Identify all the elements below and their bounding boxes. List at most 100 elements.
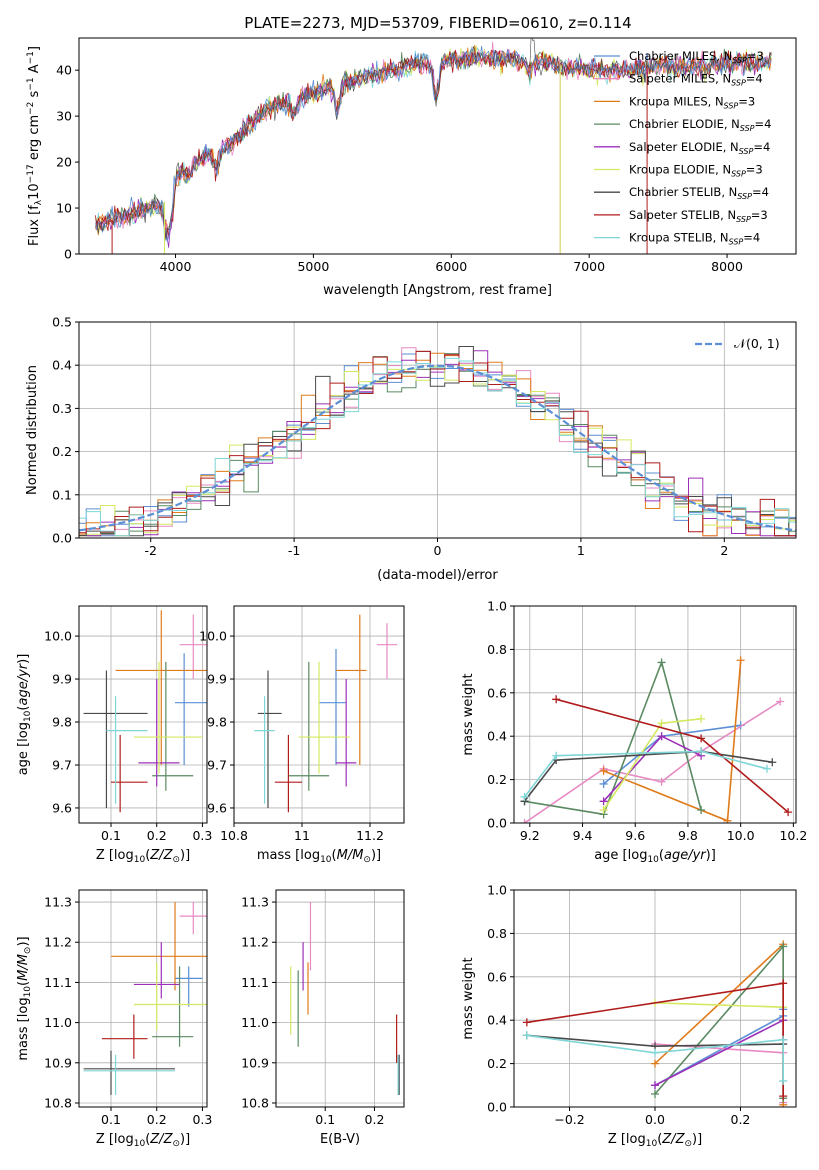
x-tick-label: 6000 [435,259,467,274]
label-part: erg cm [27,115,42,164]
label-part: Chabrier ELODIE, N [629,117,740,131]
label-part: ] [27,46,42,51]
y-tick-label: 9.7 [52,757,72,772]
label-part: Z/Z [661,1132,685,1147]
legend-label-salpeter_stelib: Salpeter STELIB, NSSP=3 [629,208,768,224]
axes-frame [78,37,797,255]
label-part: M/M [16,954,31,981]
weight-marker-chabrier_elodie [697,805,706,814]
label-part: )] [16,654,31,664]
y-axis-label: mass weight [461,957,476,1039]
x-tick-label: 0.2 [365,1112,385,1127]
label-part: mass [log [16,997,31,1060]
x-tick-label: 0.2 [731,1112,751,1127]
weight-marker-chabrier_elodie [657,658,666,667]
weight-marker-kroupa_stelib [697,747,706,756]
y-tick-label: 0.4 [52,358,72,373]
weight-line-chabrier_stelib [523,750,773,802]
weight-marker-kroupa_stelib [779,1035,788,1044]
label-part: 10 [646,1139,658,1149]
plot-area-weight_vs_age [520,656,793,823]
y-tick-label: 11.1 [241,975,269,990]
y-tick-label: 11.3 [241,895,269,910]
label-part: =3 [746,163,763,177]
label-part: 10 [647,855,659,865]
x-axis-label: E(B-V) [320,1132,360,1147]
label-part: =3 [738,94,755,108]
y-tick-label: 0 [64,247,72,262]
x-tick-label: 9.4 [573,828,593,843]
panel-residuals: -2 -1 0 1 2 0.0 0.1 0.2 0.3 0.4 0.5 (data-model)/er… [25,315,797,583]
x-tick-label: 0 [434,543,442,558]
plot-area-weight_vs_Z [522,940,788,1107]
label-part: Z/Z [149,1132,173,1147]
x-axis-label: wavelength [Angstrom, rest frame] [323,283,552,298]
y-tick-label: 0.0 [487,816,507,831]
label-part: Kroupa MILES, N [629,94,724,108]
y-tick-label: 10.0 [199,629,227,644]
label-part: =4 [746,72,763,86]
weight-marker-salpeter_miles [520,819,529,823]
label-part: ( [145,848,150,863]
weight-marker-kroupa_elodie [599,805,608,814]
weight-marker-kroupa_stelib [520,792,529,801]
y-tick-label: 1.0 [487,883,507,898]
label-part: SSP [736,215,751,224]
label-part: SSP [731,170,746,179]
legend-label-chabrier_miles: Chabrier MILES, NSSP=3 [629,49,764,65]
y-tick-label: 10.9 [241,1055,269,1070]
plot-area-mass_vs_Z [83,902,207,1095]
legend-label-kroupa_elodie: Kroupa ELODIE, NSSP=3 [629,163,763,179]
label-part: SSP [729,238,744,247]
y-tick-label: 0.2 [487,1056,507,1071]
x-tick-label: 5000 [297,259,329,274]
y-tick-label: 0.2 [487,772,507,787]
weight-marker-kroupa_miles [736,656,745,665]
label-part: ( [145,1132,150,1147]
plot-area-age_vs_mass [254,614,398,813]
weight-marker-kroupa_miles [651,1059,659,1068]
y-tick-label: 0.3 [52,401,72,416]
panel-age_vs_Z: 0.1 0.2 0.39.69.79.89.910.0Z [log10(Z/Z⊙)]… [16,605,212,865]
y-tick-label: 1.0 [487,599,507,614]
label-part: SSP [732,56,747,65]
spectrum-line-chabrier_stelib [95,38,772,241]
x-tick-label: -1 [288,543,300,558]
y-tick-label: 0.5 [52,315,72,330]
label-part: M/M [337,848,364,863]
x-axis-label: (data-model)/error [377,568,498,583]
y-tick-label: 0.0 [52,531,72,546]
weight-line-salpeter_elodie [654,1018,784,1087]
weight-marker-kroupa_elodie [697,714,706,723]
label-part: Flux [f [27,205,42,246]
y-tick-label: 11.3 [44,895,72,910]
panel-mass_vs_ebv: 0.1 0.2 10.8 10.9 11.0 11.1 11.2 11.3 E(B-V) [241,889,405,1147]
axes-frame [78,889,208,1108]
label-part: SSP [737,192,752,201]
label-part: =4 [743,231,760,245]
y-tick-label: 9.7 [207,757,227,772]
panel-mass_vs_Z: 0.1 0.2 0.310.810.911.011.111.211.3Z [log1… [16,889,212,1149]
weight-marker-salpeter_elodie [657,732,666,741]
label-part: ( [16,981,31,986]
legend-label-kroupa_miles: Kroupa MILES, NSSP=3 [629,94,755,110]
label-part: (data-model)/error [377,568,498,583]
weight-marker-kroupa_stelib [763,764,772,773]
panel-weight_vs_Z: −0.2 0.0 0.2 0.0 0.2 0.4 0.6 0.8 1.0 Z [log10(Z/Z… [461,883,797,1149]
label-part: ( [332,848,337,863]
label-part: age/yr [16,662,31,705]
y-tick-label: 0.0 [487,1100,507,1115]
y-tick-label: 11.0 [241,1015,269,1030]
label-part: 10 [23,710,33,722]
y-tick-label: 0.8 [487,642,507,657]
weight-marker-salpeter_miles [776,697,785,706]
weight-marker-salpeter_stelib [522,1018,531,1027]
axes-frame [513,605,797,824]
axes-frame [513,889,797,1108]
label-part: Normed distribution [25,365,40,495]
label-part: ⊙ [363,855,371,865]
label-part: λ [34,199,44,205]
y-tick-label: 0.6 [487,685,507,700]
label-part: mass weight [461,673,476,755]
